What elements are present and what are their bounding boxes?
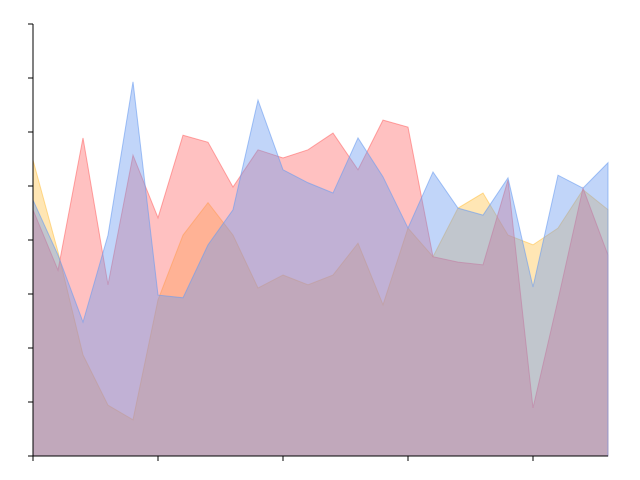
area bbox=[32, 119, 609, 457]
area bbox=[32, 159, 609, 457]
area bbox=[32, 81, 609, 457]
